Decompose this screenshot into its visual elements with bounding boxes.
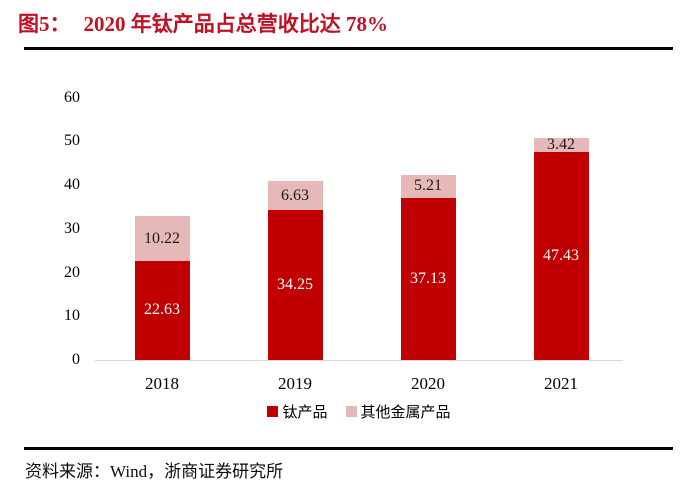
legend-swatch-icon: [345, 406, 357, 417]
y-axis-tick-label: 40: [64, 176, 80, 193]
bar-value-label: 6.63: [281, 186, 309, 204]
bar-segment-其他金属产品-2020: 5.21: [400, 174, 456, 198]
bar-segment-其他金属产品-2019: 6.63: [267, 181, 323, 211]
x-axis-line: [95, 359, 623, 361]
legend-item-其他金属产品: 其他金属产品: [345, 401, 451, 422]
bar-value-label: 37.13: [410, 269, 446, 287]
chart-legend: 钛产品 其他金属产品: [95, 401, 623, 422]
bar-value-label: 47.43: [543, 247, 579, 265]
bar-value-label: 3.42: [547, 136, 575, 154]
bar-segment-钛产品-2019: 34.25: [267, 210, 323, 360]
x-axis-label-2020: 2020: [411, 374, 445, 393]
bar-segment-其他金属产品-2021: 3.42: [533, 136, 589, 154]
bar-value-label: 10.22: [144, 229, 180, 247]
figure-title: 2020 年钛产品占总营收比达 78%: [83, 12, 389, 36]
legend-label: 其他金属产品: [360, 405, 451, 421]
legend-label: 钛产品: [282, 405, 328, 421]
legend-item-钛产品: 钛产品: [267, 401, 328, 422]
bar-segment-钛产品-2020: 37.13: [400, 197, 456, 360]
bar-value-label: 22.63: [144, 301, 180, 319]
x-axis-label-2021: 2021: [544, 374, 578, 393]
footer-divider: [24, 447, 673, 450]
bar-segment-其他金属产品-2018: 10.22: [134, 216, 190, 261]
bar-segment-钛产品-2021: 47.43: [533, 152, 589, 360]
x-axis-label-2019: 2019: [278, 374, 312, 393]
y-axis-tick-label: 30: [64, 219, 80, 237]
figure-title-row: 图5： 2020 年钛产品占总营收比达 78%: [18, 10, 388, 38]
bar-value-label: 34.25: [277, 276, 313, 294]
bar-value-label: 5.21: [414, 177, 442, 195]
y-axis-tick-label: 20: [64, 263, 80, 281]
source-note: 资料来源：Wind，浙商证券研究所: [25, 462, 284, 481]
title-divider: [24, 47, 673, 50]
x-axis-label-2018: 2018: [145, 374, 179, 393]
y-axis-tick-label: 50: [64, 132, 80, 150]
bar-segment-钛产品-2018: 22.63: [134, 260, 190, 360]
y-axis-tick-label: 10: [64, 307, 80, 325]
legend-swatch-icon: [267, 406, 279, 417]
y-axis-tick-label: 0: [72, 351, 80, 368]
y-axis-tick-label: 60: [64, 88, 80, 106]
figure-label: 图5：: [18, 12, 71, 36]
